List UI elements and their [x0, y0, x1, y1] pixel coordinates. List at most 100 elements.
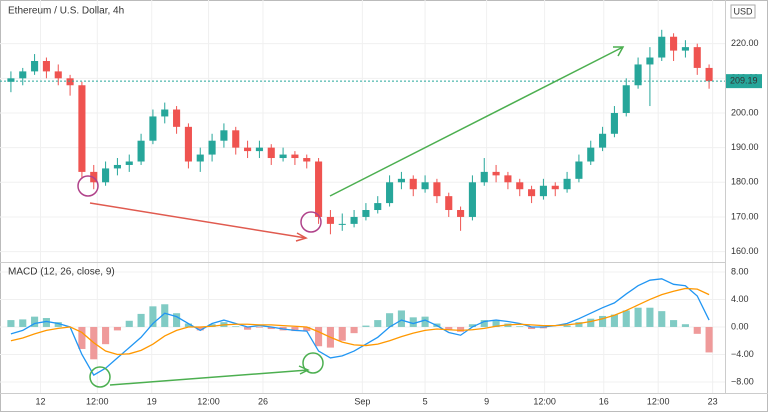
candle-body — [31, 60, 39, 72]
histogram-bar — [19, 319, 27, 327]
candle-body — [291, 154, 299, 159]
histogram-bar — [161, 304, 169, 327]
candle-body — [468, 182, 476, 217]
candle-body — [54, 71, 62, 79]
histogram-bar — [539, 326, 547, 329]
candle-body — [409, 178, 417, 190]
candle-body — [326, 216, 334, 224]
candle-body — [244, 147, 252, 152]
histogram-bar — [7, 320, 15, 327]
x-tick-label: 9 — [484, 396, 489, 406]
y-tick-label: 220.00 — [731, 38, 759, 48]
histogram-bar — [457, 326, 465, 332]
grid — [0, 0, 725, 393]
histogram-bar — [267, 326, 275, 330]
last-price-label: 209.19 — [730, 76, 758, 86]
candle-body — [137, 140, 145, 162]
y-tick-label: −4.00 — [731, 349, 754, 359]
annotation-arrow — [89, 202, 307, 239]
histogram-bar — [149, 306, 157, 327]
candle-body — [575, 161, 583, 179]
candle-body — [196, 154, 204, 162]
candle-body — [208, 140, 216, 155]
annotations — [77, 46, 625, 388]
y-tick-label: 180.00 — [731, 177, 759, 187]
candle-body — [113, 164, 121, 169]
chart-title: Ethereum / U.S. Dollar, 4h — [8, 6, 124, 17]
histogram-bar — [681, 324, 689, 327]
candle-body — [42, 60, 50, 72]
candle-body — [362, 210, 370, 217]
last-price-box — [726, 74, 762, 89]
candle-body — [184, 126, 192, 162]
x-tick-label: 12:00 — [647, 396, 670, 406]
histogram-bar — [468, 324, 476, 327]
annotation-circle — [89, 366, 111, 388]
x-tick-label: 12 — [35, 396, 45, 406]
histogram-bar — [173, 313, 181, 327]
histogram-bar — [125, 320, 133, 327]
histogram-bar — [350, 326, 358, 334]
histogram-bar — [113, 326, 121, 331]
histogram-bar — [291, 326, 299, 332]
histogram-bar — [42, 318, 50, 327]
arrow-head — [298, 365, 310, 375]
annotation-arrow — [329, 46, 624, 197]
candle-body — [504, 175, 512, 183]
x-tick-label: 23 — [708, 396, 718, 406]
candle-body — [149, 116, 157, 141]
histogram-bar — [397, 310, 405, 327]
histogram-bar — [208, 324, 216, 327]
histogram-bar — [587, 318, 595, 327]
histogram-bar — [634, 307, 642, 327]
histogram-bar — [516, 326, 524, 327]
y-tick-label: 8.00 — [731, 266, 749, 276]
currency-label[interactable]: USD — [733, 6, 753, 16]
histogram-bar — [705, 326, 713, 353]
arrow-head — [613, 46, 625, 57]
marks — [0, 29, 725, 377]
histogram-bar — [362, 325, 370, 327]
currency-box[interactable] — [730, 4, 756, 19]
candle-body — [646, 57, 654, 65]
macd-title: MACD (12, 26, close, 9) — [8, 267, 115, 278]
candle-body — [587, 147, 595, 162]
histogram-bar — [78, 326, 86, 349]
histogram-bar — [54, 322, 62, 327]
histogram-bar — [480, 320, 488, 327]
candle-body — [492, 171, 500, 176]
candle-body — [551, 185, 559, 190]
candle-body — [350, 216, 358, 224]
histogram-bar — [646, 307, 654, 327]
candle-body — [66, 78, 74, 86]
candle-body — [681, 47, 689, 51]
x-tick-label: 5 — [423, 396, 428, 406]
candle-body — [670, 36, 678, 51]
histogram-bar — [386, 313, 394, 327]
candle-body — [610, 112, 618, 134]
y-tick-label: 4.00 — [731, 294, 749, 304]
histogram-bar — [338, 326, 346, 341]
histogram-bar — [599, 315, 607, 327]
x-tick-label: 12:00 — [86, 396, 109, 406]
y-tick-label: 190.00 — [731, 142, 759, 152]
histogram-bar — [102, 326, 110, 345]
histogram-bar — [610, 314, 618, 327]
histogram-bar — [445, 326, 453, 330]
candle-body — [445, 196, 453, 211]
x-tick-label: 19 — [147, 396, 157, 406]
candle-body — [125, 161, 133, 165]
candle-body — [255, 147, 263, 152]
candle-body — [78, 85, 86, 172]
candle-body — [173, 109, 181, 127]
annotation-circle — [302, 352, 324, 374]
histogram-bar — [693, 326, 701, 334]
candle-body — [528, 189, 536, 197]
histogram-bar — [575, 322, 583, 327]
candle-body — [622, 85, 630, 113]
signal-line — [10, 287, 710, 356]
candle-body — [421, 182, 429, 190]
candle-body — [267, 147, 275, 159]
